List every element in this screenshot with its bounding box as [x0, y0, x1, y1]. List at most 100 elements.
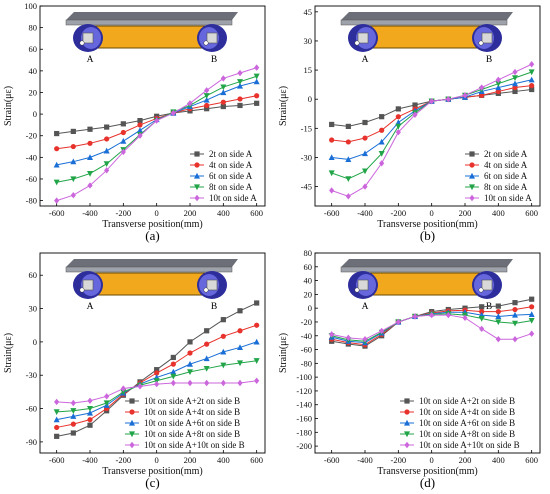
y-tick-label: 40	[304, 276, 313, 286]
data-point	[87, 417, 93, 423]
sensor-dot-left	[354, 287, 360, 293]
data-point	[54, 424, 60, 431]
y-tick-label: -30	[26, 370, 37, 380]
x-axis-label: Transverse position(mm)	[102, 219, 202, 230]
panel-label: (a)	[145, 228, 159, 243]
y-axis-label: Strain(με)	[278, 86, 289, 126]
sensor-block-right	[206, 279, 218, 291]
data-point	[253, 73, 260, 80]
data-point	[87, 182, 93, 189]
data-point	[87, 126, 93, 132]
data-point	[103, 400, 110, 407]
data-point	[154, 117, 160, 124]
data-point	[104, 136, 110, 142]
data-point	[362, 183, 368, 190]
legend-label: 10t on side A+4t on side B	[419, 407, 515, 417]
y-tick-label: 0	[33, 337, 37, 347]
legend-marker	[129, 398, 135, 404]
legend-label: 4t on side A	[209, 160, 253, 170]
x-tick-label: -400	[357, 208, 373, 218]
y-tick-label: -80	[301, 358, 312, 368]
x-tick-label: -200	[391, 455, 407, 465]
data-point	[220, 348, 227, 355]
deck-top-surface	[66, 12, 238, 20]
data-point	[529, 86, 535, 93]
data-point	[529, 330, 535, 337]
data-point	[187, 369, 193, 376]
legend: 2t on side A4t on side A6t on side A8t o…	[190, 149, 257, 203]
data-point	[512, 336, 518, 343]
deck-top-surface	[66, 259, 238, 267]
series-0	[329, 86, 535, 129]
y-tick-label: 20	[304, 289, 313, 299]
data-point	[104, 124, 110, 130]
data-point	[395, 114, 401, 120]
y-axis-label: Strain(με)	[278, 333, 289, 373]
data-point	[220, 103, 226, 110]
data-point	[54, 130, 60, 137]
data-point	[395, 106, 401, 112]
data-point	[237, 96, 243, 102]
data-point	[254, 300, 260, 306]
y-tick-label: 40	[29, 66, 38, 76]
x-tick-label: 200	[459, 455, 472, 465]
data-point	[329, 187, 335, 194]
data-point	[345, 123, 351, 129]
data-point	[220, 99, 226, 105]
y-tick-label: -80	[26, 196, 37, 206]
data-point	[237, 328, 243, 334]
data-point	[395, 123, 402, 130]
girder-body	[91, 25, 213, 49]
data-point	[378, 138, 385, 145]
data-point	[70, 158, 77, 165]
data-point	[479, 304, 485, 310]
sensor-block-left	[357, 32, 369, 44]
legend-marker	[404, 441, 410, 449]
x-axis-label: Transverse position(mm)	[377, 466, 477, 477]
y-tick-label: 0	[308, 94, 312, 104]
y-tick-label: 45	[304, 7, 313, 17]
data-point	[529, 61, 535, 68]
y-tick-label: 60	[29, 44, 38, 54]
legend-marker	[469, 184, 475, 191]
legend: 2t on side A4t on side A6t on side A8t o…	[465, 149, 532, 203]
data-point	[254, 64, 260, 71]
plot-frame	[314, 252, 541, 454]
data-point	[103, 161, 110, 168]
data-point	[529, 296, 535, 302]
sensor-dot-right	[203, 287, 209, 293]
data-point	[528, 76, 535, 83]
data-point	[237, 308, 243, 314]
y-tick-label: -30	[301, 152, 312, 162]
chart-panel-d: -600 -400 -200 0 200 400 600-200-180-160-140-1…	[278, 248, 541, 490]
legend-label: 2t on side A	[209, 149, 253, 159]
y-tick-label: -90	[26, 437, 37, 447]
data-point	[495, 303, 501, 309]
x-tick-label: 0	[430, 455, 434, 465]
y-axis-label: Strain(με)	[3, 333, 14, 373]
data-point	[154, 367, 160, 373]
data-point	[362, 119, 368, 126]
sensor-block-left	[82, 279, 94, 291]
data-point	[104, 167, 110, 174]
data-point	[495, 84, 502, 91]
data-point	[70, 408, 77, 414]
data-point	[478, 315, 485, 322]
y-tick-label: -20	[26, 131, 37, 141]
deck-top-surface	[341, 12, 513, 20]
data-point	[345, 156, 352, 162]
data-point	[187, 379, 193, 387]
y-tick-label: -160	[296, 414, 312, 424]
x-tick-label: 400	[492, 208, 505, 218]
data-point	[70, 191, 76, 199]
data-point	[70, 176, 77, 183]
data-point	[528, 317, 535, 324]
data-point	[378, 150, 385, 157]
data-point	[70, 413, 77, 419]
data-point	[412, 313, 418, 320]
sensor-dot-right	[478, 40, 484, 46]
plot-frame	[39, 252, 266, 454]
